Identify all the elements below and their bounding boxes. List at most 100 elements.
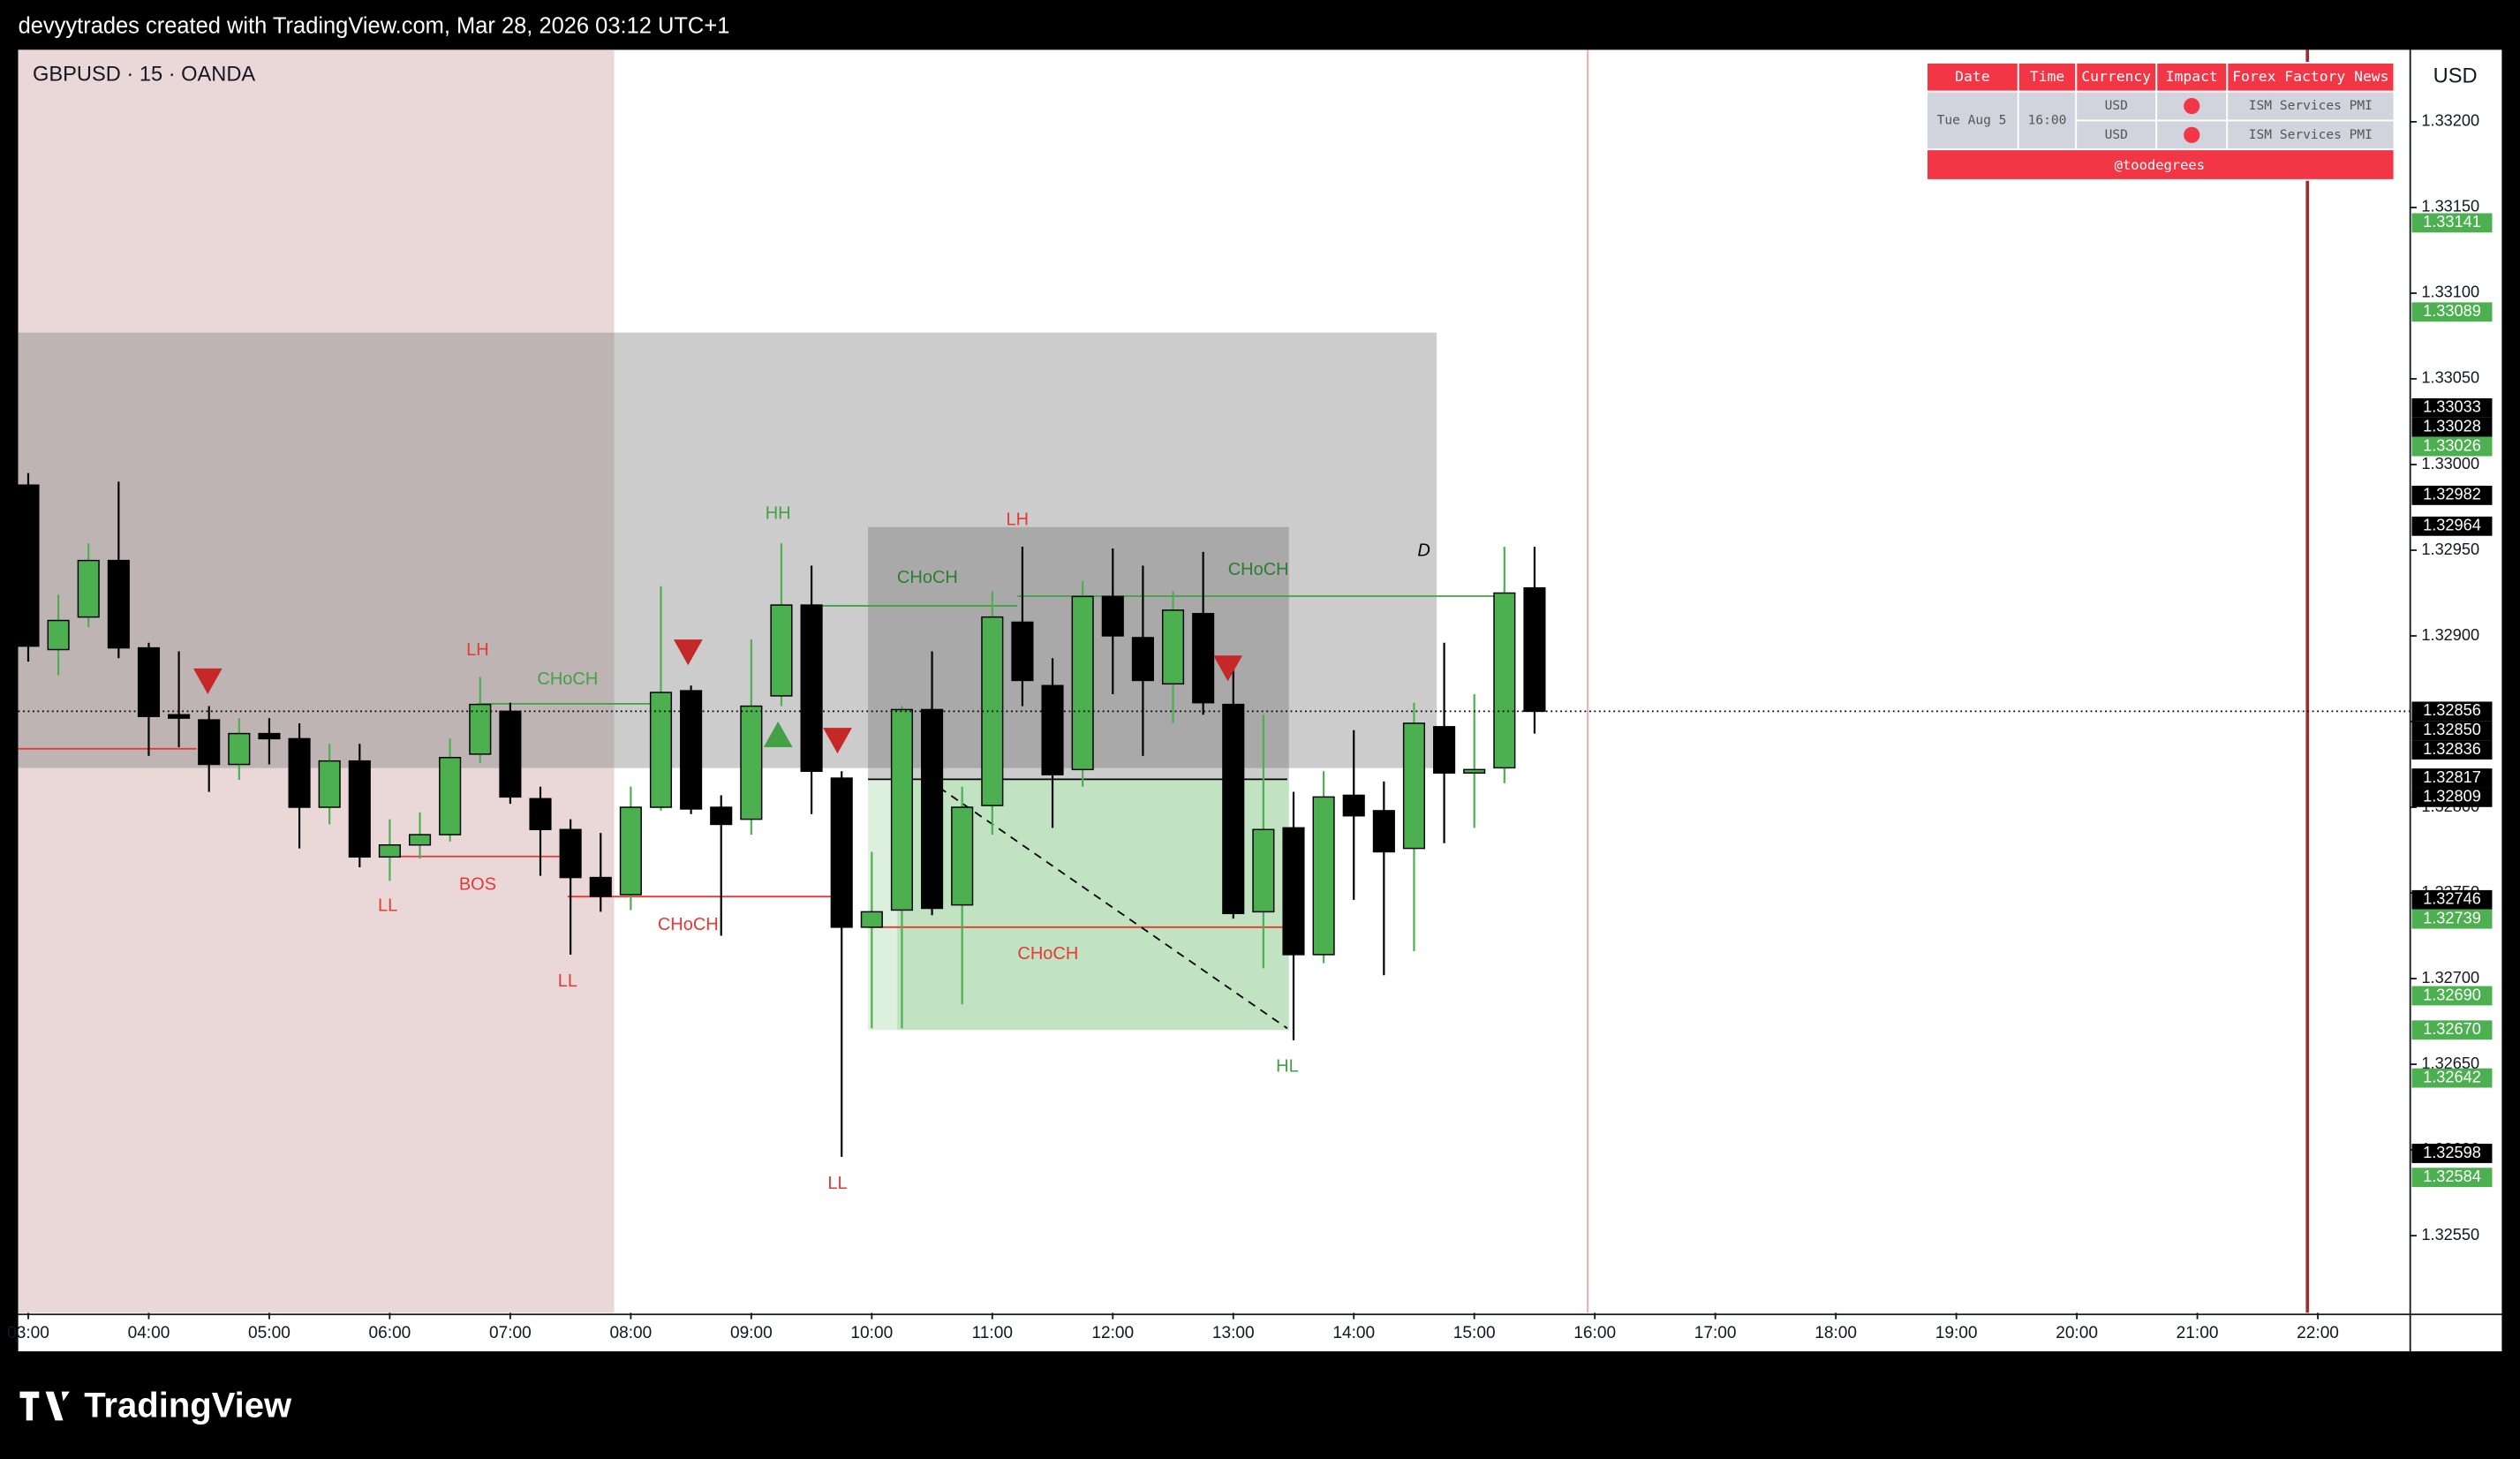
annotation: HH [766, 503, 791, 523]
candle-body [47, 619, 70, 651]
candle-body [770, 604, 793, 697]
x-tick-label: 14:00 [1332, 1324, 1375, 1342]
x-tick-label: 15:00 [1453, 1324, 1496, 1342]
candle-body [1282, 827, 1305, 956]
candle-body [800, 604, 823, 773]
logo-mark [19, 1391, 70, 1421]
annotation: D [1417, 541, 1430, 560]
price-badge [2411, 516, 2493, 536]
candle-body [1252, 828, 1275, 913]
candle-body [77, 559, 100, 618]
header-text: Time [2030, 68, 2064, 85]
price-badge [2411, 1144, 2493, 1163]
candle-body [830, 777, 853, 928]
price-badge-label: 1.32964 [2423, 517, 2481, 534]
x-tick-label: 20:00 [2056, 1324, 2098, 1342]
price-badge [2411, 417, 2493, 437]
currency-label: USD [2433, 65, 2478, 88]
projection-line [926, 778, 1288, 1030]
time-text: 16:00 [2028, 112, 2067, 127]
candle-body [589, 876, 612, 897]
price-badge [2411, 1020, 2493, 1040]
price-badge [2411, 787, 2493, 807]
price-badge [2411, 213, 2493, 233]
price-badge-label: 1.32670 [2423, 1020, 2481, 1038]
price-badge-label: 1.32982 [2423, 486, 2481, 503]
table-footer [1926, 148, 2396, 181]
price-badge-label: 1.32817 [2423, 768, 2481, 786]
candle-body [740, 705, 763, 820]
x-tick-label: 04:00 [128, 1324, 170, 1342]
candle-body [228, 732, 251, 766]
y-tick-label: 1.33200 [2421, 112, 2479, 130]
candle-body [1071, 595, 1094, 771]
buy-signal [763, 721, 793, 748]
candle-body [860, 911, 883, 928]
impact-dot [2184, 97, 2200, 115]
candle-body [1101, 595, 1124, 637]
candle-body [559, 828, 582, 879]
candle-body [1312, 796, 1335, 956]
annotation: BOS [459, 875, 496, 895]
news-text: ISM Services PMI [2249, 98, 2373, 113]
header-text: Forex Factory News [2232, 68, 2388, 85]
price-badge [2411, 302, 2493, 322]
x-tick-label: 17:00 [1694, 1324, 1737, 1342]
candle-body [1131, 637, 1154, 682]
price-badge-label: 1.32739 [2423, 909, 2481, 926]
logo: TradingView [19, 1386, 292, 1425]
y-tick-label: 1.32950 [2421, 541, 2479, 558]
annotation: HL [1276, 1056, 1299, 1076]
candle-body [1192, 613, 1215, 704]
x-tick-label: 12:00 [1091, 1324, 1134, 1342]
candle-body [17, 484, 40, 647]
y-tick-label: 1.33150 [2421, 198, 2479, 215]
candle-body [680, 690, 703, 810]
x-tick-label: 11:00 [972, 1324, 1013, 1342]
candle-body [198, 719, 221, 766]
price-badge-label: 1.32690 [2423, 986, 2481, 1003]
price-badge [2411, 740, 2493, 760]
y-tick-label: 1.32700 [2421, 969, 2479, 987]
candle-body [1372, 810, 1395, 853]
events-table: Date Time Currency Impact Forex Factory News… [1926, 62, 2396, 181]
annotation: CHoCH [658, 915, 719, 934]
price-badge-label: 1.32850 [2423, 721, 2481, 738]
sell-signal [673, 639, 703, 666]
candle-body [649, 692, 673, 808]
x-tick-label: 21:00 [2177, 1324, 2219, 1342]
symbol-title: GBPUSD · 15 · OANDA [33, 64, 255, 87]
y-tick-label: 1.32550 [2421, 1226, 2479, 1244]
candle-body [619, 806, 642, 896]
x-tick-label: 16:00 [1573, 1324, 1616, 1342]
sell-signal [823, 728, 852, 754]
y-tick-label: 1.33000 [2421, 455, 2479, 472]
candle-body [499, 710, 522, 798]
annotation: LL [827, 1174, 847, 1193]
x-tick-label: 19:00 [1935, 1324, 1978, 1342]
header-text: Date [1955, 68, 1989, 85]
x-tick-label: 18:00 [1815, 1324, 1857, 1342]
candle-body [951, 806, 974, 906]
candle-body [890, 708, 913, 911]
y-tick-label: 1.33050 [2421, 369, 2479, 387]
x-tick-label: 03:00 [7, 1324, 49, 1342]
price-badge-label: 1.32809 [2423, 788, 2481, 805]
price-badge-label: 1.33026 [2423, 436, 2481, 454]
y-tick-label: 1.33100 [2421, 283, 2479, 301]
price-badge-label: 1.33033 [2423, 398, 2481, 416]
candle-body [1161, 609, 1185, 685]
sell-signal [1213, 655, 1242, 682]
price-badge-label: 1.33028 [2423, 418, 2481, 435]
price-badge-label: 1.32584 [2423, 1168, 2481, 1185]
plot: LH CHoCH LL BOS LL CHoCH HH LL CHoCH LH CHoCH CHoCH… [17, 49, 2411, 1313]
x-tick-label: 07:00 [489, 1324, 532, 1342]
annotation: LH [466, 640, 489, 660]
annotation: CHoCH [1017, 944, 1078, 964]
candle-body [378, 843, 401, 858]
time-cell [2017, 90, 2078, 151]
annotation: LL [378, 896, 397, 915]
candle-body [529, 798, 552, 830]
x-tick-label: 06:00 [369, 1324, 411, 1342]
